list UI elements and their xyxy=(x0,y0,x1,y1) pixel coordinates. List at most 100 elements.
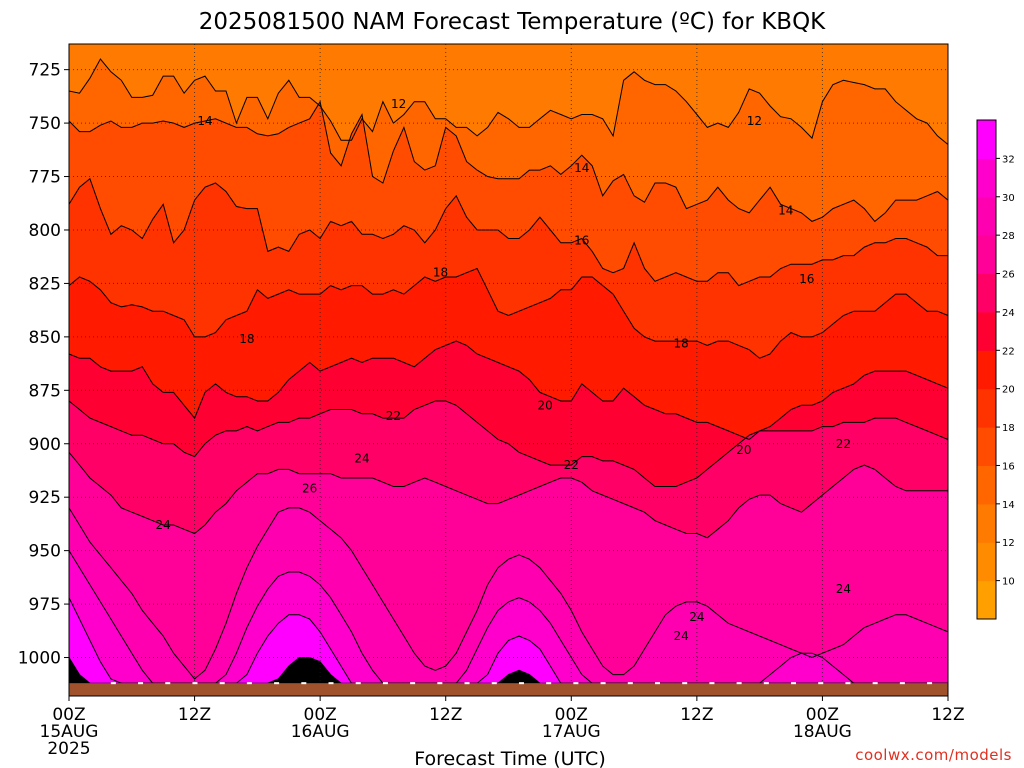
colorbar-frame xyxy=(976,119,997,620)
ground-speck xyxy=(763,682,769,685)
y-tick-label: 800 xyxy=(29,221,61,241)
contour-label: 20 xyxy=(736,443,751,457)
colorbar: 10 12 14 16 18 20 22 24 26 28 30 32 xyxy=(976,119,1015,620)
isotherm-24 xyxy=(68,451,948,539)
ground-speck xyxy=(328,682,334,685)
colorbar-label: 26 xyxy=(1002,270,1015,281)
ground-speck xyxy=(872,682,878,685)
colorbar-swatch xyxy=(977,311,996,351)
contour-label: 20 xyxy=(537,398,552,412)
colorbar-label: 16 xyxy=(1002,461,1015,472)
colorbar-swatch xyxy=(977,350,996,390)
ground-speck xyxy=(410,682,416,685)
colorbar-label: 12 xyxy=(1002,538,1015,549)
colorbar-swatch xyxy=(977,158,996,198)
colorbar-swatch xyxy=(977,465,996,505)
colorbar-swatch xyxy=(977,542,996,582)
colorbar-swatch xyxy=(977,235,996,275)
colorbar-swatch xyxy=(977,273,996,313)
x-tick-label: 12Z xyxy=(178,705,211,725)
x-tick-label: 00Z xyxy=(304,705,337,725)
colorbar-swatch xyxy=(977,388,996,428)
colorbar-swatch xyxy=(977,580,996,620)
contour-label: 18 xyxy=(433,266,448,280)
ground-speck xyxy=(627,682,633,685)
ground-speck xyxy=(682,682,688,685)
contour-label: 16 xyxy=(799,272,814,286)
x-tick-label: 12Z xyxy=(429,705,462,725)
contour-label: 12 xyxy=(747,114,762,128)
contour-label: 14 xyxy=(197,114,212,128)
y-tick-label: 925 xyxy=(29,488,61,508)
x-tick-label: 00Z xyxy=(52,705,85,725)
contour-label: 24 xyxy=(689,610,704,624)
y-tick-label: 775 xyxy=(29,168,61,188)
ground-speck xyxy=(845,682,851,685)
x-tick-date: 16AUG xyxy=(291,722,350,742)
isotherm-20 xyxy=(68,340,949,441)
colorbar-label: 24 xyxy=(1002,308,1015,319)
ground-terrain xyxy=(69,682,948,696)
colorbar-swatch xyxy=(977,427,996,466)
ground-speck xyxy=(791,682,797,685)
x-tick-label: 00Z xyxy=(806,705,839,725)
colorbar-label: 22 xyxy=(1002,346,1015,357)
contour-label: 18 xyxy=(674,336,689,350)
x-tick-date: 17AUG xyxy=(542,722,601,742)
y-tick-label: 1000 xyxy=(18,649,61,669)
colorbar-swatch xyxy=(977,503,996,543)
ground-speck xyxy=(927,682,933,685)
ground-speck xyxy=(382,682,388,685)
ground-speck xyxy=(192,682,198,685)
colorbar-label: 14 xyxy=(1002,500,1015,511)
ground-speck xyxy=(546,682,552,685)
ground-speck xyxy=(464,682,470,685)
source-credit: coolwx.com/models xyxy=(855,746,1012,764)
ground-speck xyxy=(165,682,171,685)
contour-label: 14 xyxy=(778,204,793,218)
contour-label: 12 xyxy=(391,97,406,111)
chart-title: 2025081500 NAM Forecast Temperature (ºC)… xyxy=(199,9,826,35)
contour-label: 22 xyxy=(836,437,851,451)
contour-label: 24 xyxy=(354,452,369,466)
ground-speck xyxy=(355,682,361,685)
ground-speck xyxy=(491,682,497,685)
colorbar-label: 18 xyxy=(1002,423,1015,434)
ground-speck xyxy=(219,682,225,685)
plot-fill xyxy=(69,44,948,696)
y-tick-label: 825 xyxy=(29,274,61,294)
colorbar-swatch xyxy=(977,196,996,236)
ground-speck xyxy=(246,682,252,685)
y-axis: 725 750 775 800 825 850 875 900 925 950 975 1000 xyxy=(18,61,69,669)
x-tick-date: 15AUG xyxy=(40,722,99,742)
ground-speck xyxy=(518,682,524,685)
ground-speck xyxy=(110,682,116,685)
y-tick-label: 900 xyxy=(29,435,61,455)
x-tick-date: 18AUG xyxy=(793,722,852,742)
isotherm-16 xyxy=(68,177,948,287)
ground-speck xyxy=(709,682,715,685)
contour-label: 26 xyxy=(302,482,317,496)
ground-speck xyxy=(655,682,660,685)
ground-speck xyxy=(573,682,579,685)
colorbar-label: 28 xyxy=(1002,231,1015,242)
ground-speck xyxy=(301,682,307,685)
x-tick-year: 2025 xyxy=(47,739,90,759)
contour-label: 22 xyxy=(564,458,579,472)
y-tick-label: 975 xyxy=(29,595,61,615)
ground-speck xyxy=(600,682,606,685)
ground-fill xyxy=(69,683,948,696)
y-tick-label: 850 xyxy=(29,328,61,348)
gridlines xyxy=(69,44,948,696)
ground-speck xyxy=(818,682,824,685)
contour-label: 14 xyxy=(574,161,589,175)
ground-speck xyxy=(899,682,905,685)
contour-label: 18 xyxy=(239,332,254,346)
y-tick-label: 725 xyxy=(29,61,61,81)
colorbar-label: 10 xyxy=(1002,577,1015,588)
isotherm-14 xyxy=(68,100,949,223)
colorbar-swatch xyxy=(977,120,996,159)
contour-label: 24 xyxy=(156,518,171,532)
y-tick-label: 750 xyxy=(29,114,61,134)
